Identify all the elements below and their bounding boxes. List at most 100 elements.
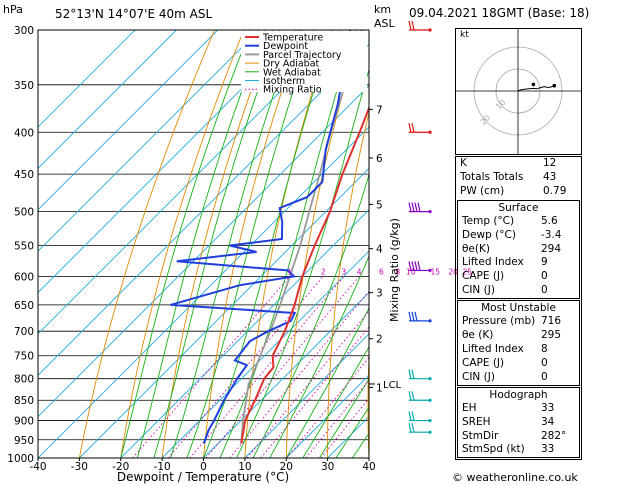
asl-label: ASL — [374, 17, 396, 30]
wind-barb-feather — [414, 311, 418, 322]
most-unstable-row: θe (K) 295 — [462, 329, 562, 342]
wind-barb-feather — [414, 261, 418, 271]
mixing-ratio-label: 6 — [379, 267, 384, 276]
temp-tick-label: -10 — [154, 461, 171, 473]
hodograph-unit-label: kt — [460, 30, 469, 40]
most-unstable-row: CAPE (J) 0 — [462, 356, 548, 369]
isotherm-line — [285, 374, 369, 458]
pressure-tick-label: 1000 — [7, 453, 34, 465]
isotherm-line — [38, 30, 177, 170]
pressure-tick-label: 550 — [14, 240, 34, 252]
isotherm-line — [244, 333, 369, 458]
km-unit-label: km — [374, 3, 391, 16]
isotherm-line — [38, 84, 369, 418]
temp-tick-label: 40 — [362, 461, 375, 473]
mixing-ratio-line — [132, 276, 291, 458]
most-unstable-row: Lifted Index 8 — [462, 342, 548, 355]
pressure-tick-label: 800 — [14, 374, 34, 386]
wet-adiabat-line — [236, 67, 369, 458]
legend-background — [241, 31, 367, 92]
surface-row: θe(K) 294 — [462, 242, 562, 255]
hodograph-table-section: Hodograph EH 33 SREH 34 StmDir 282° StmSpd … — [457, 386, 580, 459]
wet-adiabat-line — [319, 377, 369, 458]
wind-barb-dot — [428, 209, 432, 214]
temp-tick-label: 0 — [200, 461, 207, 473]
wind-barbs — [408, 20, 432, 434]
wind-barb-feather — [408, 369, 412, 379]
wind-barb-feather — [411, 261, 415, 271]
wind-barb-dot — [428, 418, 432, 423]
wet-adiabat-line — [169, 30, 297, 458]
km-tick-label: 6 — [376, 153, 383, 165]
profile-lines — [170, 30, 369, 444]
isotherm-line — [38, 30, 301, 294]
km-tick-label: 1 — [376, 382, 383, 394]
mixing-ratio-line — [246, 310, 369, 458]
legend-entry: Parcel Trajectory — [263, 50, 342, 61]
wind-barb-feather — [411, 20, 415, 31]
dry-adiabat-line — [586, 30, 617, 458]
isotherm-line — [38, 30, 219, 211]
wind-barb-feather — [414, 202, 418, 212]
wet-adiabat-line — [153, 30, 281, 458]
wet-adiabat-line — [302, 345, 369, 458]
pressure-tick-label: 900 — [14, 416, 34, 428]
hodograph-table-title: Hodograph — [489, 388, 548, 401]
km-tick-label: 2 — [376, 334, 383, 346]
wind-barb-feather — [408, 20, 412, 31]
hodograph-row: SREH 34 — [462, 415, 555, 428]
wind-barb-dot — [428, 430, 432, 434]
dry-adiabat-line — [367, 346, 369, 458]
wind-barb-dot — [428, 398, 432, 402]
surface-row: Temp (°C) 5.6 — [462, 214, 558, 227]
wind-barb-feather — [408, 311, 412, 322]
isotherm-line — [38, 30, 343, 335]
wet-adiabat-line — [285, 307, 369, 458]
wind-barb-feather — [408, 261, 412, 271]
wind-barb-dot — [428, 130, 432, 134]
wet-adiabat-line — [252, 172, 369, 458]
pressure-tick-label: 450 — [14, 169, 34, 181]
most-unstable-title: Most Unstable — [481, 302, 556, 315]
wet-adiabat-line — [335, 406, 369, 458]
indices-panel: K 12 Totals Totals 43 PW (cm) 0.79 Surface … — [455, 156, 582, 461]
legend-entry: Isotherm — [263, 76, 305, 87]
hodograph-end-dot — [552, 83, 557, 88]
wet-adiabat-line — [203, 30, 334, 458]
x-axis-label: Dewpoint / Temperature (°C) — [117, 470, 289, 484]
dry-adiabat-line — [203, 30, 304, 458]
hodograph-row: EH 33 — [462, 401, 555, 414]
wind-barb-feather — [411, 423, 415, 433]
temperature-line — [240, 105, 369, 444]
mixing-ratio-label: 3 — [342, 267, 347, 276]
wet-adiabat-line — [219, 30, 356, 458]
wind-barb-feather — [411, 311, 415, 322]
isotherm-line — [38, 43, 369, 376]
mixing-ratio-label: 25 — [463, 267, 473, 276]
hodograph-trace — [517, 85, 555, 92]
wind-barb-feather — [408, 202, 412, 212]
km-tick-label: 5 — [376, 199, 383, 211]
dry-adiabat-line — [120, 30, 245, 458]
index-row-pw: PW (cm) 0.79 — [460, 184, 567, 197]
surface-title: Surface — [498, 201, 539, 214]
station-location: 52°13'N 14°07'E 40m ASL — [55, 7, 213, 21]
pressure-tick-label: 600 — [14, 271, 34, 283]
legend-entry: Dewpoint — [263, 41, 308, 52]
wind-barb-dot — [428, 28, 432, 32]
km-tick-label: 7 — [376, 104, 383, 116]
wind-barb-feather — [411, 202, 415, 212]
isotherm-line — [38, 30, 136, 128]
legend-entry: Mixing Ratio — [263, 85, 322, 96]
mixing-ratio-label: 2 — [321, 267, 326, 276]
wind-barb-feather — [411, 123, 415, 133]
datetime-header: 09.04.2021 18GMT (Base: 18) — [409, 6, 590, 20]
pressure-tick-label: 300 — [14, 25, 34, 37]
lcl-label: LCL — [383, 380, 402, 391]
dry-adiabat-line — [619, 30, 629, 458]
dry-adiabat-line — [161, 30, 274, 458]
wind-barb-dot — [428, 377, 432, 381]
hodograph-point-dot — [531, 82, 536, 87]
